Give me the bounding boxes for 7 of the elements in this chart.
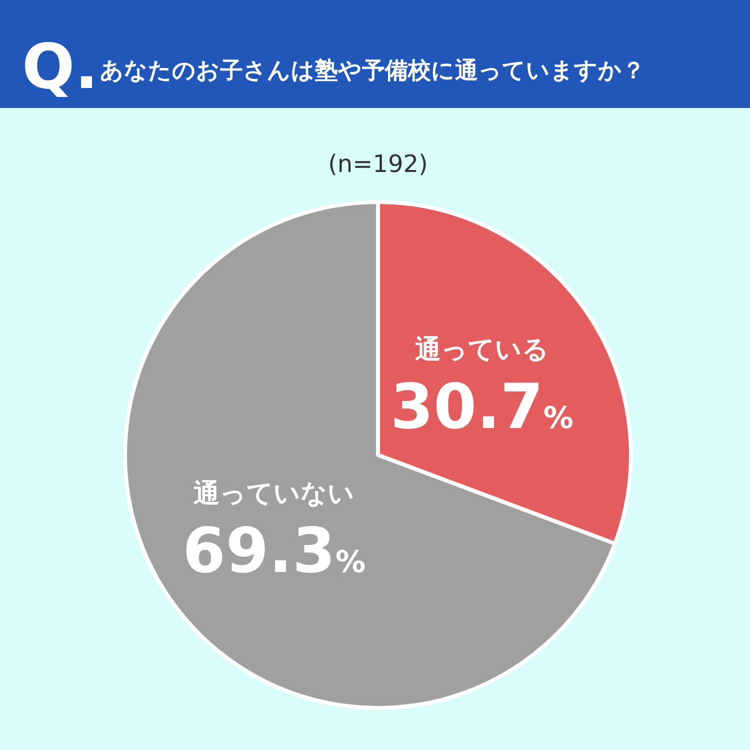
data-label: 69.3% <box>182 514 366 588</box>
slice-label: 通っている <box>414 334 549 365</box>
text: (n=192) <box>328 150 428 178</box>
data-label: 30.7% <box>390 370 574 443</box>
slice-label: 通っていない <box>194 479 355 510</box>
chart-subtitle: あなたのお子さんは塾や予備校に通っていますか？ <box>100 58 645 84</box>
chart-title: Q. <box>22 30 98 103</box>
